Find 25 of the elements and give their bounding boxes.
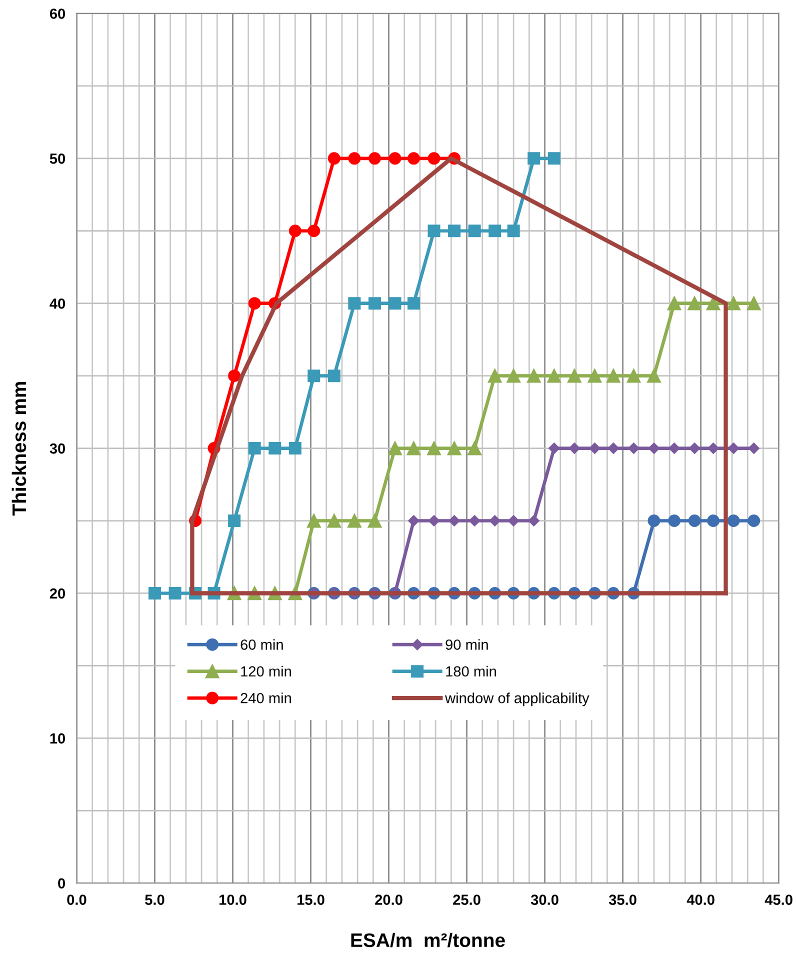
y-axis-title: Thickness mm — [12, 382, 26, 516]
x-tick-label: 15.0 — [297, 894, 324, 905]
y-tick-label: 30 — [50, 443, 66, 454]
x-tick-label: 20.0 — [375, 894, 402, 905]
y-tick-label: 20 — [50, 588, 66, 599]
x-tick-label: 5.0 — [145, 894, 164, 905]
legend-label: window of applicability — [445, 692, 590, 706]
legend-label: 240 min — [240, 692, 291, 704]
x-axis-title: ESA/m m²/tonne — [351, 932, 505, 948]
y-tick-label: 60 — [50, 8, 66, 19]
x-tick-label: 30.0 — [530, 894, 558, 905]
legend-label: 120 min — [241, 666, 291, 677]
x-tick-label: 25.0 — [453, 894, 480, 905]
legend-label: 180 min — [446, 666, 496, 677]
x-tick-label: 35.0 — [608, 894, 636, 905]
x-tick-label: 45.0 — [764, 894, 792, 905]
x-tick-label: 40.0 — [686, 894, 714, 905]
legend-label: 90 min — [446, 639, 488, 650]
y-tick-label: 40 — [50, 298, 66, 309]
x-tick-label: 10.0 — [219, 894, 246, 905]
x-tick-label: 0.0 — [67, 894, 86, 905]
legend-label: 60 min — [240, 639, 283, 650]
y-tick-label: 0 — [58, 878, 66, 889]
y-tick-label: 50 — [50, 154, 66, 164]
y-tick-label: 10 — [50, 733, 66, 744]
